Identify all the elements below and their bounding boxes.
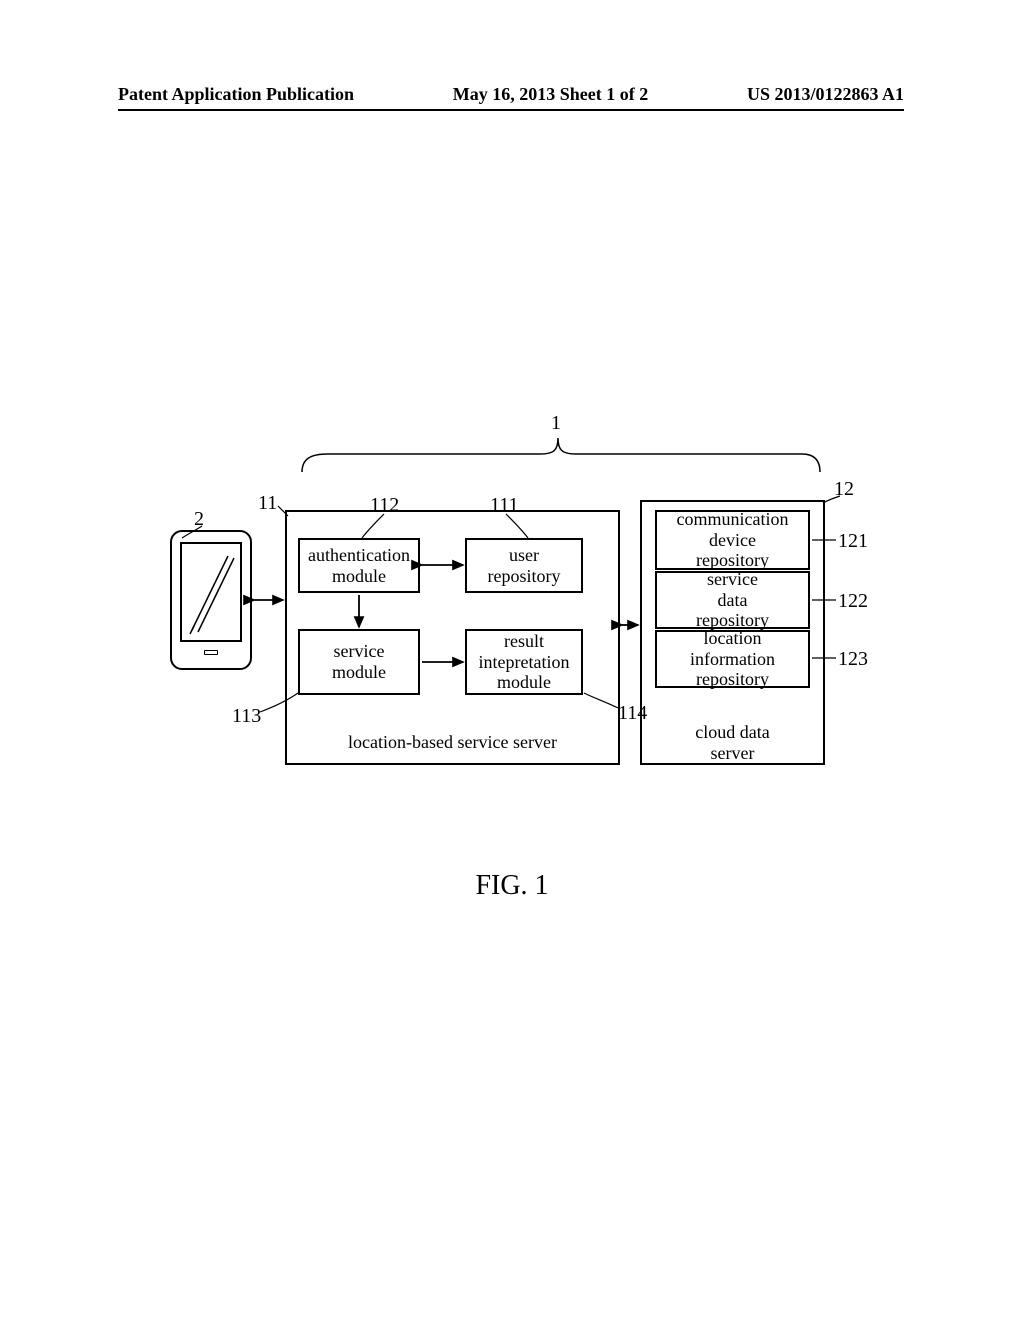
connector-arrows	[170, 430, 870, 850]
header-right: US 2013/0122863 A1	[747, 84, 904, 105]
figure-caption: FIG. 1	[0, 870, 1024, 902]
page-header: Patent Application Publication May 16, 2…	[118, 84, 904, 111]
header-center: May 16, 2013 Sheet 1 of 2	[453, 84, 648, 105]
header-left: Patent Application Publication	[118, 84, 354, 105]
page-root: Patent Application Publication May 16, 2…	[0, 0, 1024, 1320]
figure-1-diagram: 1 11 12 112 111 113 114 121 122 123 2 lo…	[170, 430, 870, 850]
